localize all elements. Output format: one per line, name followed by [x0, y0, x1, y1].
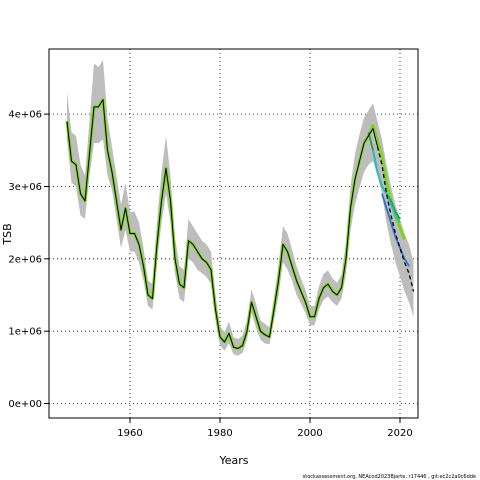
- y-tick-label: 4e+06: [8, 110, 42, 121]
- y-tick-label: 0e+00: [8, 399, 42, 410]
- y-axis-label: TSB: [1, 223, 14, 245]
- tsb-forecast-line: [376, 146, 415, 292]
- tsb-estimate-line: [66, 99, 378, 349]
- y-axis: 0e+00 1e+06 2e+06 3e+06 4e+06: [8, 110, 49, 410]
- x-tick-label: 1960: [117, 428, 142, 439]
- y-tick-label: 2e+06: [8, 254, 42, 265]
- plot-frame: [48, 48, 419, 419]
- x-tick-label: 1980: [207, 428, 232, 439]
- plot-area: [49, 49, 418, 418]
- y-tick-label: 3e+06: [8, 182, 42, 193]
- x-tick-label: 2000: [297, 428, 322, 439]
- retro-series-line-4: [381, 193, 410, 267]
- footer-note: stockassessment.org, NEAcod2023Bjarte, r…: [303, 474, 476, 480]
- x-axis: 1960 1980 2000 2020: [117, 418, 413, 439]
- retro-series-line-3: [372, 150, 401, 224]
- x-tick-label: 2020: [387, 428, 412, 439]
- y-tick-label: 1e+06: [8, 327, 42, 338]
- x-axis-label: Years: [218, 454, 248, 467]
